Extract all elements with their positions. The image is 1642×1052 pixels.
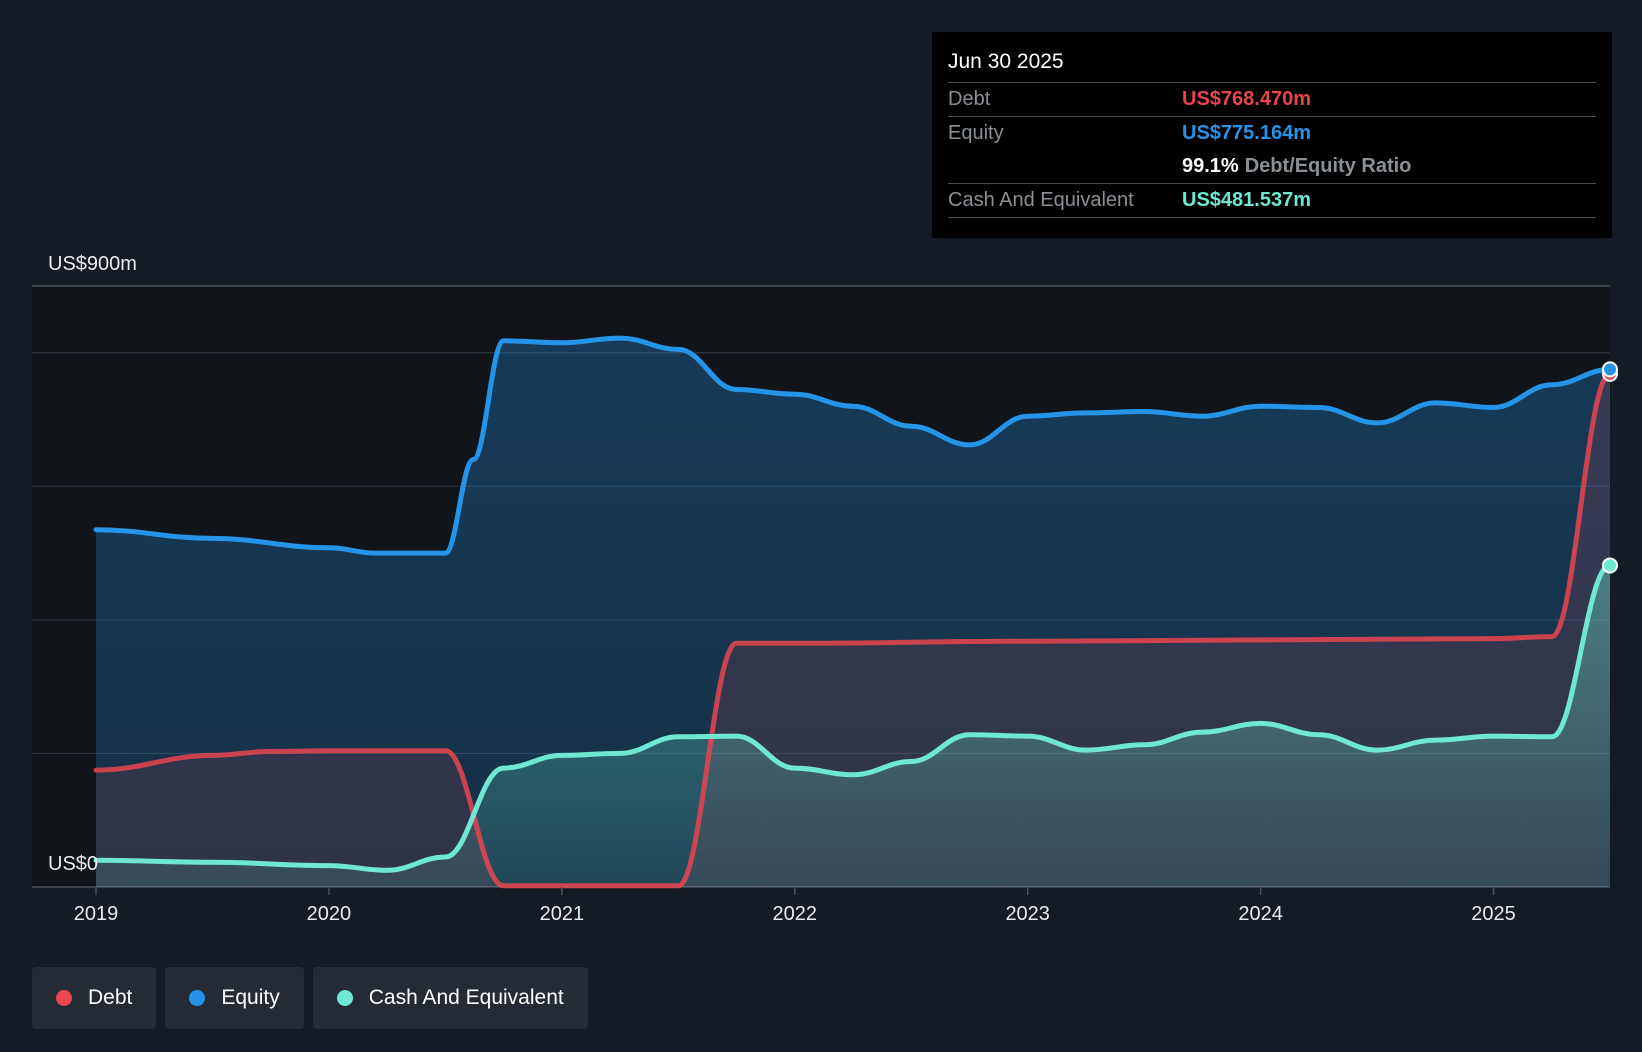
legend-item-equity[interactable]: Equity xyxy=(165,967,304,1029)
tooltip-row-debt: Debt US$768.470m xyxy=(948,83,1596,117)
chart-legend: Debt Equity Cash And Equivalent xyxy=(32,967,588,1029)
x-tick-label-2019: 2019 xyxy=(74,903,119,925)
series-areas xyxy=(96,338,1610,888)
debt-line xyxy=(93,371,1613,889)
series-lines xyxy=(93,335,1613,889)
tooltip-row-equity: Equity US$775.164m xyxy=(948,117,1596,150)
legend-dot-equity xyxy=(189,990,206,1006)
x-tick-label-2021: 2021 xyxy=(540,903,585,925)
tooltip-row-ratio: 99.1% Debt/Equity Ratio xyxy=(948,150,1596,184)
cash-area xyxy=(96,565,1610,887)
y-axis-bottom-label: US$0 xyxy=(48,853,98,875)
x-tick-label-2023: 2023 xyxy=(1005,903,1050,925)
legend-item-cash[interactable]: Cash And Equivalent xyxy=(312,967,588,1029)
tooltip-debt-label: Debt xyxy=(948,88,991,110)
legend-dot-cash xyxy=(336,990,353,1006)
legend-label-debt: Debt xyxy=(88,986,133,1009)
x-axis-ticks: 2019 2020 2021 2022 2023 2024 2025 xyxy=(74,887,1516,925)
tooltip-cash-label: Cash And Equivalent xyxy=(948,189,1134,211)
cash-line xyxy=(93,562,1613,873)
equity-line xyxy=(93,335,1613,556)
tooltip-equity-label: Equity xyxy=(948,122,1004,144)
legend-dot-debt xyxy=(56,990,72,1006)
x-tick-label-2020: 2020 xyxy=(307,903,352,925)
tooltip-ratio: 99.1% Debt/Equity Ratio xyxy=(1182,150,1411,183)
tooltip-date: Jun 30 2025 xyxy=(948,46,1596,83)
x-tick-label-2025: 2025 xyxy=(1471,903,1516,925)
x-tick-label-2022: 2022 xyxy=(773,903,818,925)
equity-end-marker xyxy=(1602,361,1618,378)
end-markers xyxy=(1602,361,1618,574)
tooltip-debt-value: US$768.470m xyxy=(1182,88,1311,110)
legend-item-debt[interactable]: Debt xyxy=(32,967,157,1029)
tooltip-panel: Jun 30 2025 Debt US$768.470m Equity US$7… xyxy=(932,32,1612,238)
tooltip-ratio-label: Debt/Equity Ratio xyxy=(1244,155,1412,177)
legend-label-cash: Cash And Equivalent xyxy=(368,986,564,1009)
tooltip-equity-value: US$775.164m xyxy=(1182,122,1311,144)
cash-end-marker xyxy=(1602,557,1618,574)
tooltip-row-cash: Cash And Equivalent US$481.537m xyxy=(948,184,1596,218)
tooltip-cash-value: US$481.537m xyxy=(1182,189,1311,211)
tooltip-ratio-value: 99.1% xyxy=(1182,155,1239,177)
y-axis-top-label: US$900m xyxy=(48,253,137,275)
legend-label-equity: Equity xyxy=(221,986,280,1009)
x-tick-label-2024: 2024 xyxy=(1238,903,1283,925)
